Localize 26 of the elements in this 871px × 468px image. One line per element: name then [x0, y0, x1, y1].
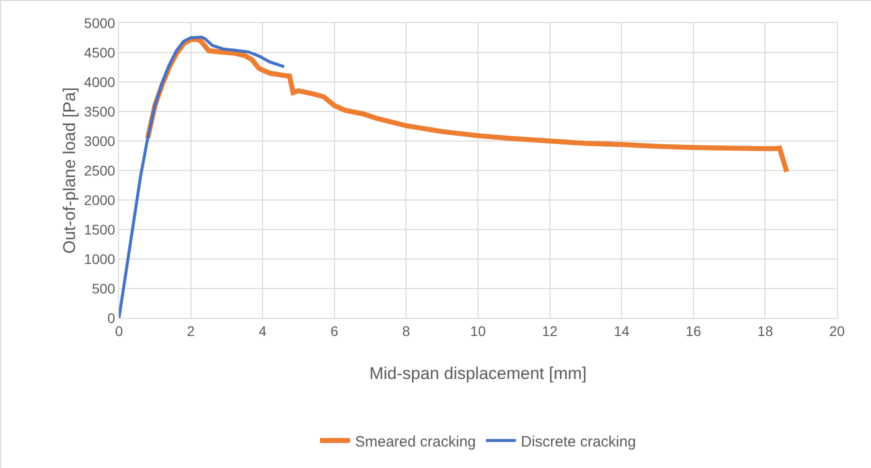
x-tick-label: 20 — [829, 322, 845, 339]
x-tick-label: 2 — [186, 322, 195, 339]
x-tick-label: 12 — [542, 322, 558, 339]
y-tick-label: 4000 — [84, 74, 116, 90]
y-tick-label: 3500 — [84, 103, 116, 120]
y-tick-label: 1500 — [84, 221, 116, 238]
x-tick-label: 18 — [757, 322, 774, 339]
y-tick-label: 2500 — [84, 162, 116, 178]
y-tick-label: 5000 — [84, 14, 116, 31]
x-tick-label: 14 — [614, 322, 630, 339]
y-tick-label: 4500 — [84, 44, 116, 60]
x-tick-label: 4 — [258, 322, 267, 339]
line-series — [119, 36, 286, 318]
y-tick-label: 2000 — [84, 192, 116, 208]
x-tick-label: 16 — [686, 322, 702, 339]
legend-label: Smeared cracking — [355, 433, 476, 450]
y-axis-title: Out-of-plane load [Pa] — [60, 87, 79, 254]
y-tick-label: 1000 — [84, 250, 116, 267]
y-tick-label: 3000 — [84, 132, 116, 149]
x-tick-label: 6 — [330, 322, 338, 339]
x-axis-title: Mid-span displacement [mm] — [369, 364, 587, 383]
legend-label: Discrete cracking — [520, 433, 636, 450]
x-tick-label: 8 — [402, 322, 410, 339]
y-tick-label: 500 — [92, 280, 116, 296]
x-tick-label: 10 — [470, 322, 486, 339]
y-tick-label: 0 — [107, 310, 116, 326]
